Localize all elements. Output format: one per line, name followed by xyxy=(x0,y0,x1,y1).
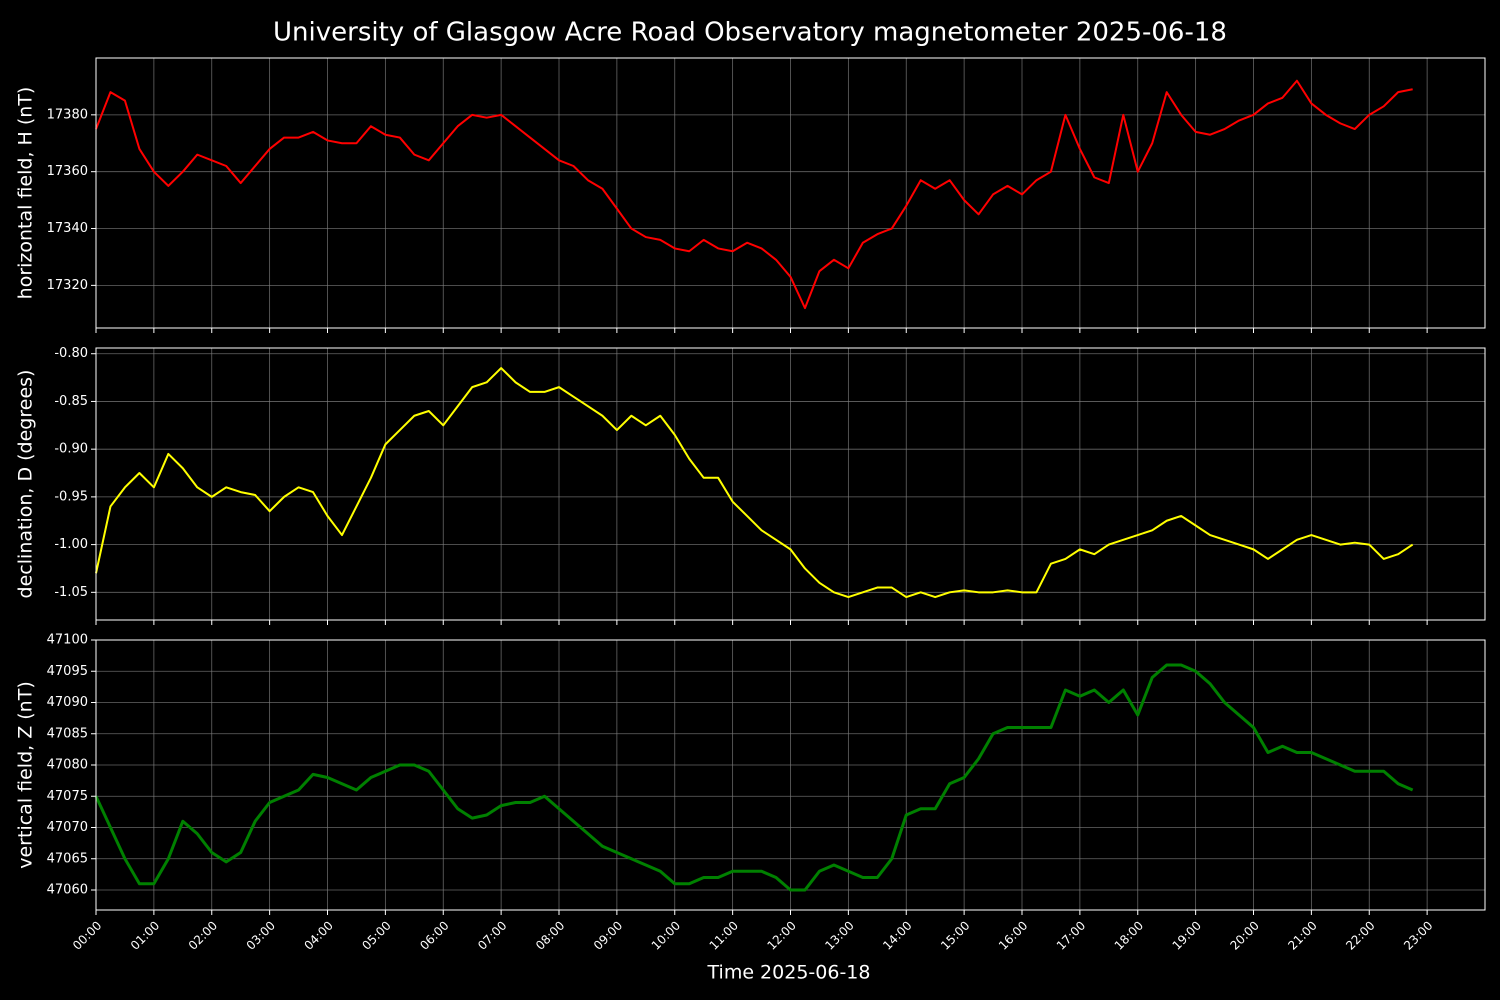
y-tick-label: 47095 xyxy=(47,664,88,679)
y-tick-label: -0.90 xyxy=(54,442,88,457)
y-tick-label: 47065 xyxy=(47,851,88,866)
axes-frame xyxy=(95,57,1486,329)
axes-frame xyxy=(95,347,1486,621)
y-tick-label: 17380 xyxy=(47,107,88,122)
y-tick-label: 47090 xyxy=(47,695,88,710)
data-line xyxy=(94,663,1414,892)
y-axis-label: vertical field, Z (nT) xyxy=(15,681,37,869)
y-tick-label: -1.05 xyxy=(54,585,88,600)
y-tick-label: 47080 xyxy=(47,758,88,773)
y-tick-label: 17320 xyxy=(47,278,88,293)
x-axis-label: Time 2025-06-18 xyxy=(707,962,871,984)
y-axis-label: declination, D (degrees) xyxy=(15,370,37,599)
y-tick-label: -1.00 xyxy=(54,537,88,552)
chart-title: University of Glasgow Acre Road Observat… xyxy=(273,18,1227,48)
y-tick-label: -0.95 xyxy=(54,489,88,504)
y-tick-label: -0.80 xyxy=(54,346,88,361)
y-tick-label: 17340 xyxy=(47,221,88,236)
y-tick-label: 47085 xyxy=(47,726,88,741)
data-line xyxy=(95,367,1414,599)
y-tick-label: 47100 xyxy=(47,633,88,648)
axes-frame xyxy=(95,639,1486,911)
y-tick-label: 47075 xyxy=(47,789,88,804)
y-tick-label: 17360 xyxy=(47,164,88,179)
y-tick-label: -0.85 xyxy=(54,394,88,409)
data-line xyxy=(95,79,1413,310)
y-axis-label: horizontal field, H (nT) xyxy=(15,87,37,300)
y-tick-label: 47060 xyxy=(47,883,88,898)
y-tick-label: 47070 xyxy=(47,820,88,835)
